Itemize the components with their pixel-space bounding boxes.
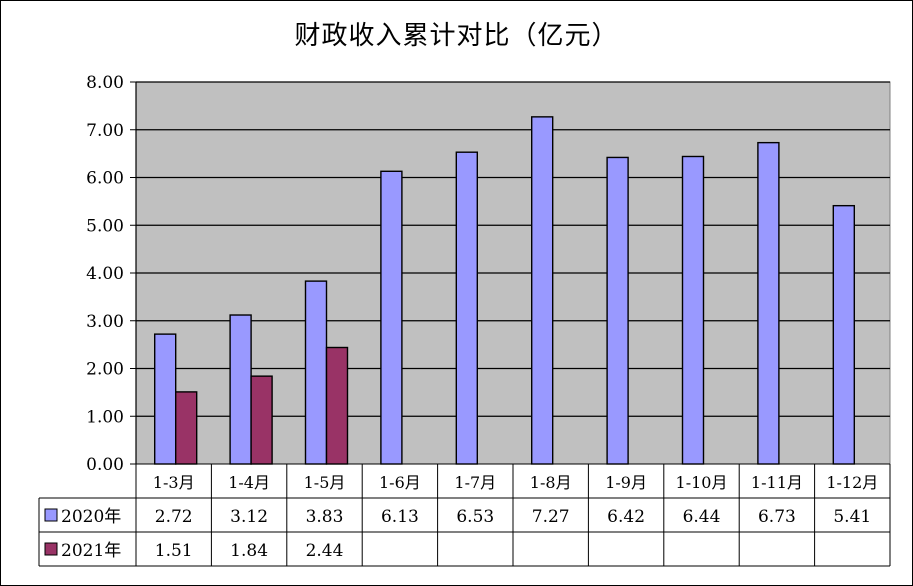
category-label: 1-5月 bbox=[304, 473, 346, 492]
y-tick-label: 8.00 bbox=[86, 73, 124, 93]
bars bbox=[153, 116, 855, 465]
legend-label: 2021年 bbox=[61, 541, 121, 561]
category-label: 1-12月 bbox=[826, 473, 878, 492]
data-label: 6.13 bbox=[381, 507, 419, 527]
data-label: 3.83 bbox=[306, 507, 344, 527]
y-tick-label: 7.00 bbox=[86, 121, 124, 141]
category-label: 1-9月 bbox=[605, 473, 647, 492]
bar bbox=[250, 375, 273, 465]
data-label: 5.41 bbox=[833, 507, 871, 527]
data-label: 6.44 bbox=[683, 507, 721, 527]
y-axis: 0.00 1.00 2.00 3.00 4.00 5.00 6.00 7.00 8.00 bbox=[86, 73, 137, 475]
data-label: 2.72 bbox=[155, 507, 193, 527]
category-label: 1-7月 bbox=[454, 473, 496, 492]
data-label: 7.27 bbox=[532, 507, 570, 527]
data-label: 6.73 bbox=[758, 507, 796, 527]
data-label: 1.51 bbox=[155, 541, 193, 561]
bar bbox=[229, 314, 252, 465]
chart-title: 财政收入累计对比（亿元） bbox=[294, 21, 619, 51]
category-label: 1-11月 bbox=[751, 473, 803, 492]
bar bbox=[455, 151, 478, 465]
bar bbox=[757, 141, 780, 465]
legend-key bbox=[44, 542, 58, 556]
category-label: 1-4月 bbox=[228, 473, 270, 492]
bar bbox=[380, 170, 403, 465]
legend-label: 2020年 bbox=[61, 507, 121, 527]
category-label: 1-6月 bbox=[379, 473, 421, 492]
category-label: 1-3月 bbox=[153, 473, 195, 492]
data-label: 2.44 bbox=[306, 541, 344, 561]
y-tick-label: 4.00 bbox=[86, 264, 124, 284]
bar bbox=[531, 116, 554, 465]
data-label: 6.53 bbox=[456, 507, 494, 527]
data-label: 6.42 bbox=[607, 507, 645, 527]
y-tick-label: 3.00 bbox=[86, 312, 124, 332]
y-tick-label: 1.00 bbox=[86, 407, 124, 427]
y-tick-label: 6.00 bbox=[86, 169, 124, 189]
y-tick-label: 2.00 bbox=[86, 360, 124, 380]
y-tick-label: 0.00 bbox=[86, 455, 124, 475]
legend-key bbox=[44, 508, 58, 522]
bar bbox=[153, 333, 177, 465]
bar bbox=[325, 346, 349, 465]
bar bbox=[304, 280, 328, 465]
bar bbox=[174, 391, 198, 465]
data-table: 1-3月 1-4月 1-5月 1-6月 1-7月 1-8月 1-9月 1-10月 1-11月 1-… bbox=[38, 463, 891, 567]
y-tick-label: 5.00 bbox=[86, 216, 124, 236]
data-label: 3.12 bbox=[230, 507, 268, 527]
bar bbox=[832, 204, 855, 465]
bar bbox=[681, 155, 705, 465]
category-label: 1-10月 bbox=[676, 473, 728, 492]
data-label: 1.84 bbox=[230, 541, 268, 561]
bar bbox=[606, 156, 629, 465]
category-label: 1-8月 bbox=[530, 473, 572, 492]
